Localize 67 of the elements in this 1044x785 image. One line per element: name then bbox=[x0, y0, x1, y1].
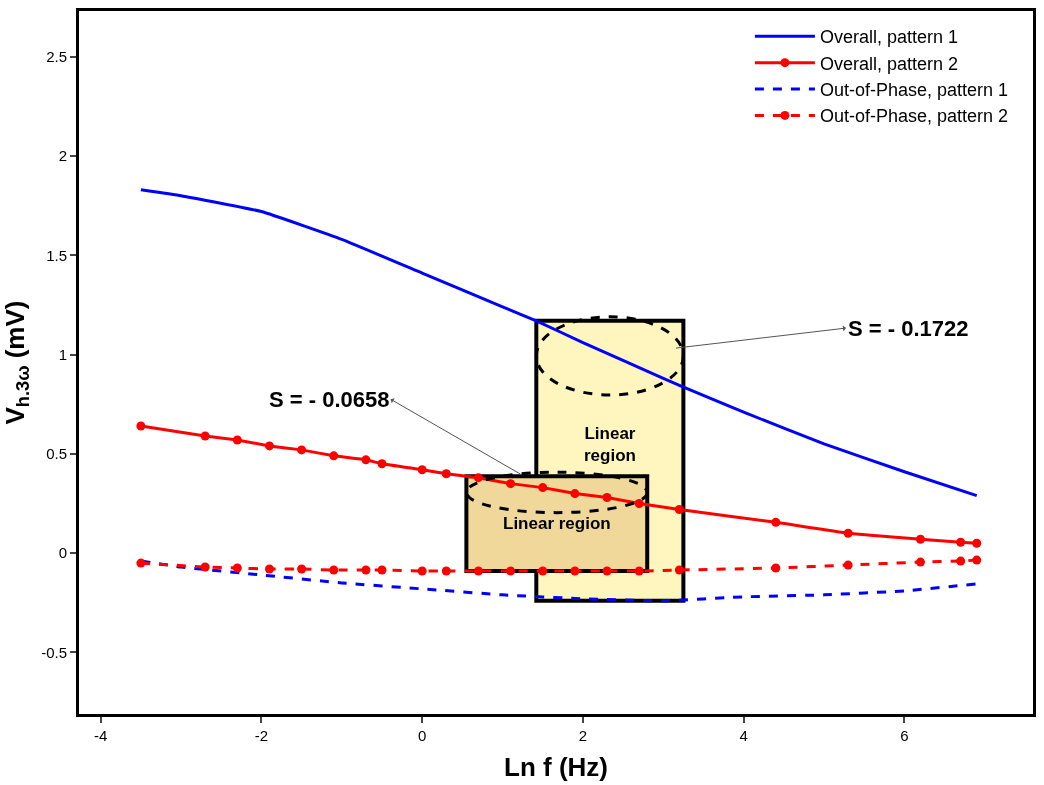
legend-label: Overall, pattern 1 bbox=[819, 27, 958, 48]
point bbox=[264, 441, 274, 451]
point bbox=[674, 565, 684, 575]
annotation: S = - 0.1722 bbox=[848, 316, 969, 341]
point bbox=[506, 566, 516, 576]
y-tick-label: 1 bbox=[58, 345, 67, 363]
y-tick-label: 0 bbox=[58, 544, 67, 562]
legend-label: Out-of-Phase, pattern 2 bbox=[819, 106, 1009, 127]
x-tick-label: -2 bbox=[254, 727, 269, 744]
point bbox=[361, 565, 371, 575]
point bbox=[473, 566, 483, 576]
point bbox=[200, 562, 210, 572]
point bbox=[538, 483, 548, 493]
point bbox=[136, 421, 146, 431]
point bbox=[232, 563, 242, 573]
y-tick-label: 2 bbox=[58, 147, 67, 165]
x-tick-label: 2 bbox=[578, 727, 588, 744]
x-tick-label: 6 bbox=[900, 727, 909, 744]
legend-label: Overall, pattern 2 bbox=[819, 53, 958, 74]
point bbox=[634, 499, 644, 508]
point bbox=[232, 435, 242, 445]
point bbox=[441, 566, 451, 576]
y-tick-label: 0.5 bbox=[46, 445, 67, 463]
point bbox=[264, 564, 274, 574]
point bbox=[297, 564, 307, 574]
point bbox=[771, 563, 781, 573]
point bbox=[538, 566, 548, 576]
legend-label: Out-of-Phase, pattern 1 bbox=[819, 80, 1009, 101]
point bbox=[915, 534, 925, 544]
annotation: S = - 0.0658 bbox=[269, 387, 390, 412]
x-tick-label: 0 bbox=[418, 727, 427, 744]
point bbox=[634, 566, 644, 576]
point bbox=[417, 465, 427, 475]
point bbox=[329, 451, 339, 461]
point bbox=[473, 473, 483, 483]
point bbox=[602, 566, 612, 576]
point bbox=[329, 565, 339, 575]
x-axis-title: Ln f (Hz) bbox=[504, 751, 608, 782]
band-label: Linear region bbox=[584, 424, 636, 466]
point bbox=[136, 558, 146, 568]
point bbox=[570, 566, 580, 576]
point bbox=[843, 560, 853, 570]
y-tick-label: 1.5 bbox=[46, 246, 67, 264]
point bbox=[506, 479, 516, 489]
point bbox=[377, 565, 387, 575]
point bbox=[972, 538, 982, 548]
point bbox=[674, 504, 684, 514]
point bbox=[417, 566, 427, 576]
point bbox=[570, 489, 580, 499]
point bbox=[297, 445, 307, 455]
point bbox=[843, 528, 853, 538]
point bbox=[602, 493, 612, 503]
point bbox=[200, 431, 210, 441]
y-tick-label: -0.5 bbox=[41, 643, 67, 661]
line-series bbox=[139, 188, 979, 498]
point bbox=[956, 537, 966, 547]
point bbox=[972, 555, 982, 565]
point bbox=[771, 517, 781, 527]
x-tick-label: 4 bbox=[739, 727, 748, 744]
point bbox=[915, 557, 925, 567]
point bbox=[361, 455, 371, 465]
point bbox=[956, 556, 966, 566]
point bbox=[377, 459, 387, 469]
y-tick-label: 2.5 bbox=[46, 47, 67, 65]
point bbox=[441, 469, 451, 479]
band-label: Linear region bbox=[503, 514, 611, 533]
x-tick-label: -4 bbox=[94, 727, 108, 744]
